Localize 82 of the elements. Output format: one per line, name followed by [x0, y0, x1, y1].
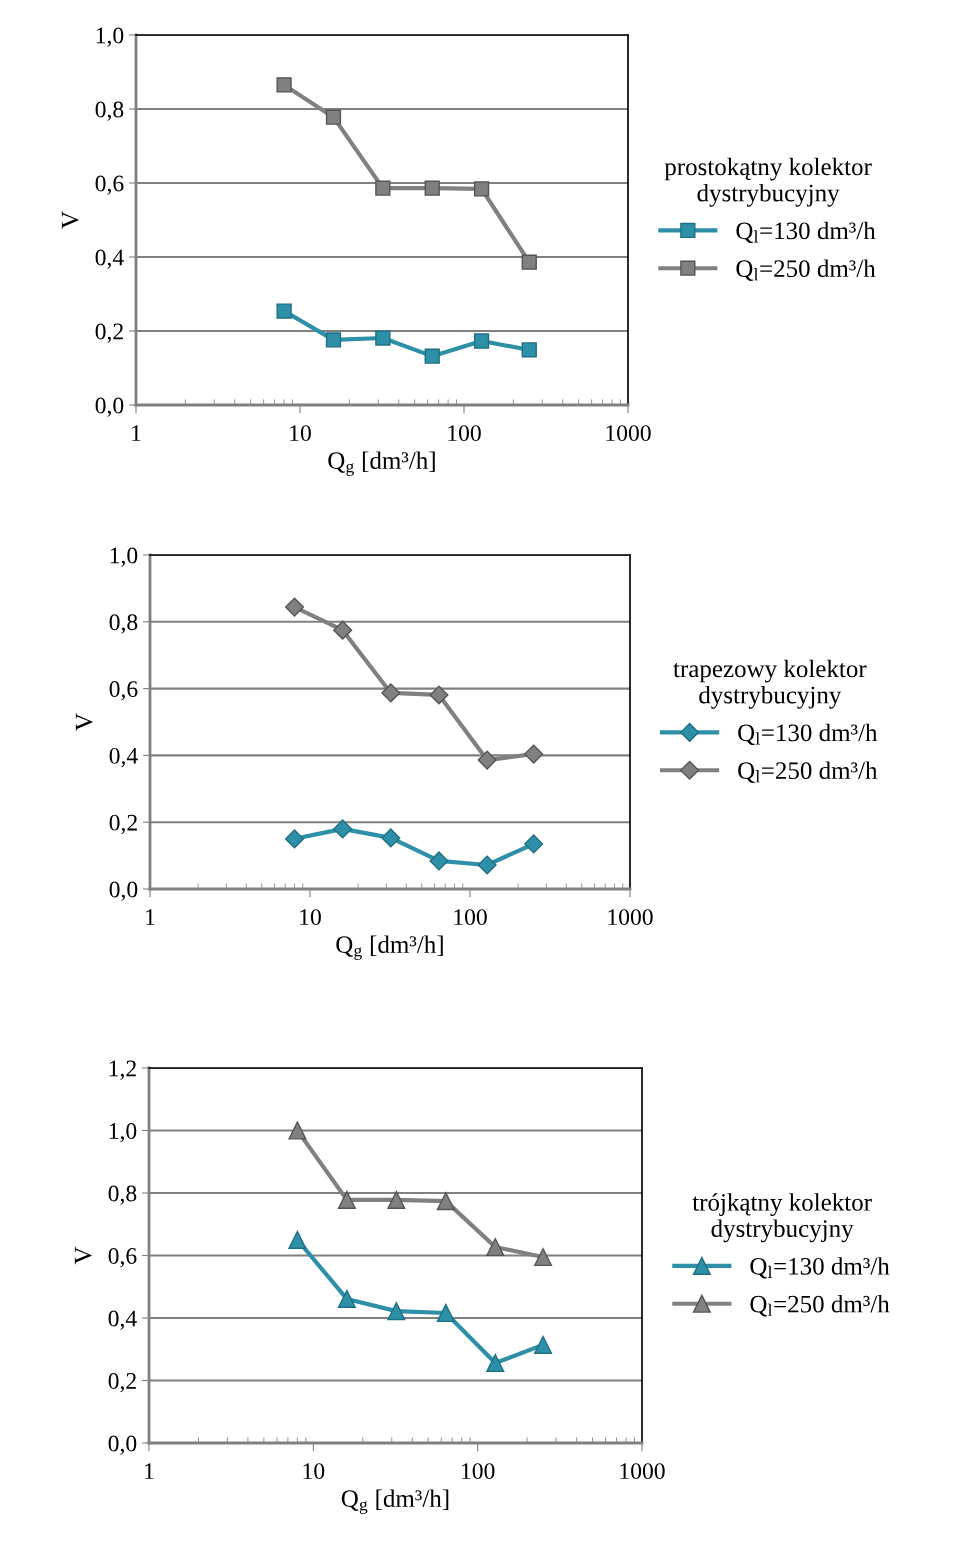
y-tick-label: 1,0 [96, 27, 124, 47]
x-tick-label: 1000 [608, 909, 653, 926]
point [288, 1230, 307, 1249]
y-tick-label: 0,6 [108, 1247, 137, 1268]
y-tick-label: 0,2 [109, 814, 137, 835]
point [436, 1192, 455, 1211]
y-tick-label: 0,8 [109, 614, 138, 634]
y-tick-label: 0,4 [108, 1310, 137, 1330]
point [429, 851, 449, 871]
point [534, 1335, 553, 1354]
point [477, 750, 497, 770]
point [387, 1302, 406, 1321]
legend-label: Q$_{l}$=250 dm³/h [750, 1294, 890, 1317]
point [521, 254, 537, 270]
point [473, 181, 490, 197]
y-tick-label: 0,6 [109, 681, 138, 701]
x-tick-label: 100 [454, 909, 487, 926]
point [477, 855, 497, 875]
x-tick-label: 1 [132, 425, 141, 441]
point [524, 744, 544, 764]
legend-label: Q$_{l}$=130 dm³/h [750, 1257, 890, 1279]
point [337, 1289, 356, 1308]
point [424, 180, 440, 196]
x-tick-label: 1000 [606, 425, 651, 442]
y-tick-label: 0,0 [109, 881, 138, 901]
point [333, 620, 353, 640]
point [436, 1303, 455, 1323]
y-axis-title: V [61, 211, 79, 229]
point [486, 1353, 505, 1373]
legend-label: Q$_{l}$=250 dm³/h [736, 259, 876, 281]
point [276, 303, 292, 319]
x-tick-label: 1 [145, 1463, 154, 1479]
x-axis-title: Q$_{g}$ [dm³/h] [336, 935, 443, 960]
x-axis-title: Q$_{g}$ [dm³/h] [341, 1489, 449, 1514]
y-axis-title: V [75, 713, 93, 731]
point [276, 77, 292, 93]
x-tick-label: 10 [290, 425, 311, 442]
point [284, 597, 305, 617]
point [288, 1121, 307, 1140]
y-axis-title: V [74, 1246, 92, 1265]
x-tick-label: 1 [146, 909, 155, 925]
point [521, 342, 537, 358]
legend-label: Q$_{l}$=130 dm³/h [738, 723, 878, 746]
x-tick-label: 100 [448, 425, 481, 442]
x-tick-label: 1000 [620, 1463, 665, 1480]
legend-label: Q$_{l}$=130 dm³/h [736, 221, 876, 244]
y-tick-label: 0,8 [108, 1185, 137, 1205]
y-tick-label: 0,4 [95, 249, 124, 269]
legend-title: trapezowy kolektor dystrybucyjny [673, 659, 867, 709]
legend-title: prostokątny kolektor dystrybucyjny [664, 157, 872, 207]
y-tick-label: 0,4 [109, 747, 138, 768]
legend-label: Q$_{l}$=250 dm³/h [738, 761, 878, 783]
point [473, 333, 490, 349]
x-tick-label: 100 [462, 1463, 495, 1480]
point [524, 834, 544, 854]
point [429, 685, 449, 705]
x-tick-label: 10 [300, 909, 321, 926]
y-tick-label: 0,0 [108, 1435, 137, 1455]
point [486, 1238, 505, 1257]
y-tick-label: 1,2 [109, 1060, 136, 1080]
point [337, 1190, 356, 1209]
x-tick-label: 10 [303, 1463, 325, 1480]
point [381, 828, 401, 848]
point [333, 819, 353, 839]
point [534, 1248, 553, 1267]
point [325, 109, 342, 125]
legend-title: trójkątny kolektor dystrybucyjny [692, 1193, 872, 1243]
y-tick-label: 0,2 [95, 323, 123, 343]
point [424, 348, 440, 364]
point [284, 829, 305, 849]
point [325, 332, 342, 348]
point [381, 683, 401, 703]
point [375, 330, 391, 346]
y-tick-label: 1,0 [109, 1122, 137, 1143]
x-axis-title: Q$_{g}$ [dm³/h] [328, 451, 435, 476]
y-tick-label: 0,8 [95, 101, 124, 121]
y-tick-label: 0,2 [108, 1372, 136, 1393]
point [375, 180, 391, 196]
point [387, 1190, 406, 1209]
y-tick-label: 0,6 [95, 175, 124, 195]
y-tick-label: 0,0 [95, 397, 124, 417]
y-tick-label: 1,0 [110, 547, 138, 567]
